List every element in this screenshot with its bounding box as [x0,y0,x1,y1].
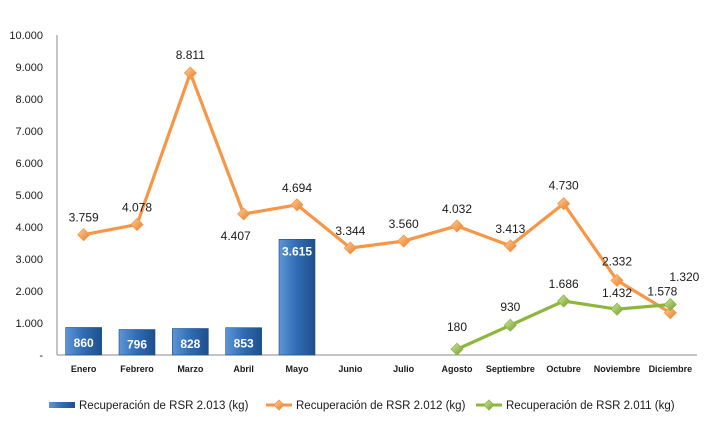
data-point [610,302,624,316]
y-tick-label: 1.000 [15,318,43,330]
line-data-label: 3.413 [495,222,525,236]
bar-data-label: 860 [74,336,94,350]
x-tick-label: Julio [393,364,415,374]
data-point [503,318,517,332]
data-point [557,294,571,308]
line-data-label: 4.078 [122,201,152,215]
data-point [290,198,304,212]
data-point [77,228,91,242]
bar [172,328,209,356]
data-point [663,306,677,320]
y-tick-label: 2.000 [15,286,43,298]
x-tick-label: Febrero [120,364,154,374]
x-tick-label: Diciembre [649,364,693,374]
y-tick-label: 7.000 [15,126,43,138]
line-data-label: 1.320 [669,270,699,284]
bar-data-label: 853 [234,336,254,350]
legend-swatch [49,402,75,408]
legend-label: Recuperación de RSR 2.013 (kg) [79,400,249,412]
data-point [343,241,357,255]
data-point [183,66,197,80]
data-labels: 860 796 828 853 3.615 3.759 4.078 8.811 4.407 4.6… [69,48,700,351]
line-data-label: 4.694 [282,181,312,195]
data-point [450,342,464,356]
x-tick-label: Noviembre [594,364,641,374]
data-point [237,207,251,221]
legend: Recuperación de RSR 2.013 (kg) Recuperaci… [49,399,675,412]
line-data-label: 4.407 [221,229,251,243]
line-data-label: 1.686 [549,277,579,291]
data-point [610,273,624,287]
bar [118,329,156,356]
line-data-label: 3.344 [335,224,365,238]
series-line [456,299,671,351]
series-line [83,71,672,315]
line-data-label: 1.432 [602,286,632,300]
legend-label: Recuperación de RSR 2.012 (kg) [296,400,466,412]
x-tick-label: Enero [71,364,97,374]
x-tick-label: Mayo [285,364,309,374]
bar [225,327,262,356]
line-data-label: 4.032 [442,202,472,216]
data-point [557,197,571,211]
x-tick-label: Octubre [546,364,581,374]
data-point [663,297,677,312]
x-axis: Enero Febrero Marzo Abril Mayo Junio Julio Agos… [57,354,697,374]
x-tick-label: Marzo [177,364,204,374]
y-tick-label: 4.000 [15,222,43,234]
data-point [503,239,517,253]
bar [65,327,102,356]
line-data-label: 930 [500,300,520,314]
line-data-label: 180 [447,320,467,334]
legend-label: Recuperación de RSR 2.011 (kg) [506,400,675,412]
bar [278,239,316,356]
line-data-label: 3.560 [389,217,419,231]
y-tick-label: 9.000 [15,62,43,74]
line-data-label: 2.332 [602,254,632,268]
y-tick-label: - [39,350,43,362]
data-point [130,217,144,232]
x-tick-label: Agosto [442,364,473,374]
bar-data-label: 828 [180,337,200,351]
data-point [397,234,411,248]
line-series [77,66,677,356]
y-tick-label: 8.000 [15,94,43,106]
y-axis: - 1.000 2.000 3.000 4.000 5.000 6.000 7.000 8.00… [9,30,58,362]
legend-marker [273,399,285,411]
y-tick-label: 3.000 [15,254,43,266]
x-tick-label: Junio [338,364,363,374]
bar-data-label: 796 [127,337,147,351]
line-data-label: 8.811 [176,48,205,62]
bar-series [65,239,316,356]
y-tick-label: 6.000 [15,158,43,170]
x-tick-label: Abril [233,364,254,374]
line-data-label: 3.759 [69,211,99,225]
y-tick-label: 5.000 [15,190,43,202]
line-data-label: 1.578 [647,285,677,299]
bar-data-label: 3.615 [282,244,312,258]
x-tick-label: Septiembre [486,364,535,374]
legend-marker [483,399,495,411]
data-point [450,219,464,233]
y-tick-label: 10.000 [9,30,43,42]
line-data-label: 4.730 [549,179,579,193]
